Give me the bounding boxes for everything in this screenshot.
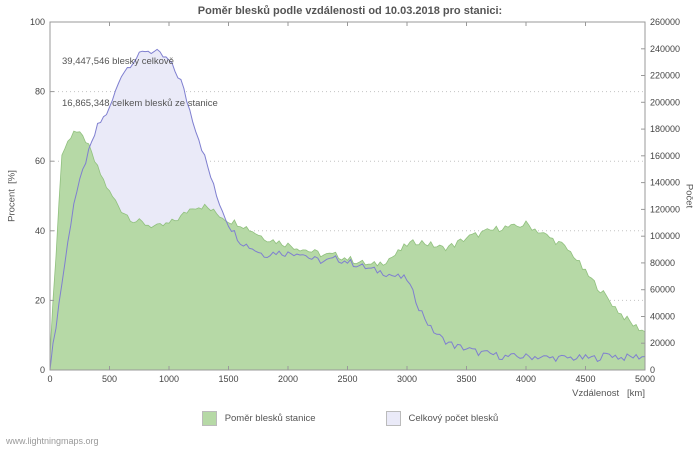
- svg-text:2000: 2000: [278, 374, 298, 384]
- svg-text:0: 0: [650, 365, 655, 375]
- svg-text:240000: 240000: [650, 44, 680, 54]
- legend-item-station-ratio: Poměr blesků stanice: [201, 411, 316, 426]
- svg-text:180000: 180000: [650, 124, 680, 134]
- svg-text:40: 40: [35, 226, 45, 236]
- svg-text:2500: 2500: [337, 374, 357, 384]
- left-axis-label: Procent [%]: [6, 170, 18, 222]
- legend-item-total-count: Celkový počet blesků: [385, 411, 499, 426]
- svg-text:80: 80: [35, 87, 45, 97]
- svg-text:200000: 200000: [650, 97, 680, 107]
- svg-text:1000: 1000: [159, 374, 179, 384]
- svg-text:60: 60: [35, 156, 45, 166]
- legend: Poměr blesků stanice Celkový počet blesk…: [0, 411, 700, 426]
- total-strikes-line: 39,447,546 blesky celkově: [62, 56, 174, 67]
- svg-text:0: 0: [40, 365, 45, 375]
- total-count-line: [49, 48, 646, 371]
- green-swatch-icon: [201, 411, 217, 426]
- svg-text:160000: 160000: [650, 151, 680, 161]
- svg-text:20000: 20000: [650, 338, 675, 348]
- svg-text:5000: 5000: [635, 374, 655, 384]
- svg-text:1500: 1500: [218, 374, 238, 384]
- station-strikes-line: 16,865,348 celkem blesků ze stanice: [62, 98, 218, 109]
- chart-title: Poměr blesků podle vzdálenosti od 10.03.…: [197, 5, 503, 17]
- totals-annotation: 39,447,546 blesky celkově 16,865,348 cel…: [62, 27, 218, 125]
- svg-text:220000: 220000: [650, 71, 680, 81]
- legend-label: Celkový počet blesků: [408, 413, 499, 424]
- svg-text:60000: 60000: [650, 285, 675, 295]
- svg-text:0: 0: [47, 374, 52, 384]
- lavender-swatch-icon: [385, 411, 401, 426]
- svg-text:3000: 3000: [397, 374, 417, 384]
- svg-text:20: 20: [35, 295, 45, 305]
- svg-text:40000: 40000: [650, 312, 675, 322]
- svg-text:100000: 100000: [650, 231, 680, 241]
- svg-text:500: 500: [102, 374, 117, 384]
- watermark-link[interactable]: www.lightningmaps.org: [6, 436, 99, 446]
- svg-text:80000: 80000: [650, 258, 675, 268]
- svg-text:140000: 140000: [650, 178, 680, 188]
- svg-text:4000: 4000: [516, 374, 536, 384]
- axis-ticks: 0 500 1000 1500 2000 2500 3000 3500 4000 4500 5000…: [30, 17, 680, 384]
- svg-text:3500: 3500: [456, 374, 476, 384]
- svg-text:4500: 4500: [575, 374, 595, 384]
- station-ratio-area: [49, 130, 646, 371]
- svg-text:100: 100: [30, 17, 45, 27]
- legend-label: Poměr blesků stanice: [224, 413, 316, 424]
- svg-text:260000: 260000: [650, 17, 680, 27]
- right-axis-label: Počet: [683, 183, 695, 209]
- svg-text:120000: 120000: [650, 204, 680, 214]
- x-axis-label: Vzdálenost [km]: [572, 388, 645, 399]
